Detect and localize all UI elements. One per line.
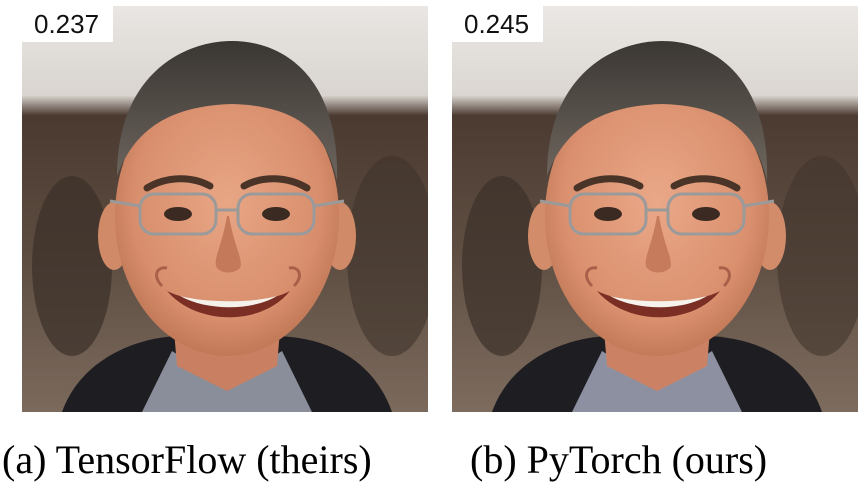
image-panel-tensorflow: 0.237	[22, 6, 428, 412]
score-label: 0.237	[22, 6, 114, 42]
caption-pytorch: (b) PyTorch (ours)	[470, 437, 768, 482]
face-portrait-image	[452, 6, 858, 412]
score-label: 0.245	[452, 6, 544, 42]
image-panel-pytorch: 0.245	[452, 6, 858, 412]
face-portrait-image	[22, 6, 428, 412]
caption-tensorflow: (a) TensorFlow (theirs)	[2, 437, 372, 482]
